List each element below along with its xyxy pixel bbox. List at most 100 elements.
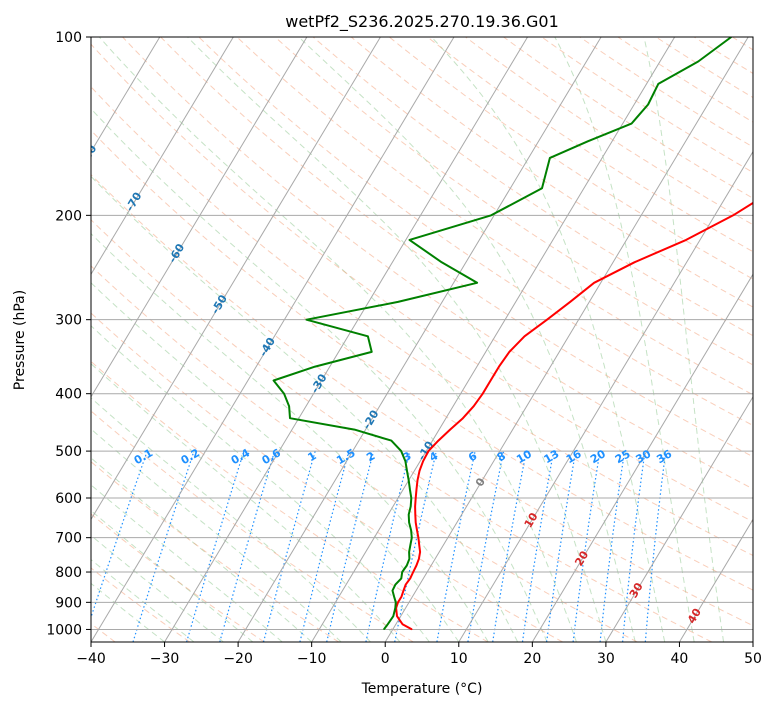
dry-adiabat: [731, 37, 753, 51]
mixing-ratio-label: 25: [613, 447, 633, 466]
dry-adiabat: [503, 37, 753, 199]
dewpoint-point: [392, 615, 394, 617]
moist-adiabat: [91, 325, 430, 642]
dewpoint-point: [289, 417, 291, 419]
x-tick-label: 40: [671, 651, 689, 667]
temperature-point: [409, 577, 411, 580]
y-tick-label: 300: [55, 313, 82, 329]
dry-adiabat: [617, 37, 753, 123]
isotherm-label: -20: [360, 408, 382, 432]
temperature-point: [419, 551, 421, 553]
isotherm-line: [0, 37, 13, 642]
plot-area: -100-90-80-70-60-50-40-30-20-10010203040…: [0, 37, 753, 642]
dewpoint-point: [697, 60, 699, 63]
mixing-ratio-line: [467, 450, 505, 642]
isotherm-label: 0: [473, 475, 488, 489]
dewpoint-point: [549, 157, 551, 159]
moist-adiabat: [91, 175, 519, 642]
dewpoint-point: [395, 601, 397, 603]
dewpoint-point: [367, 335, 369, 337]
y-axis-title: Pressure (hPa): [12, 290, 28, 390]
mixing-ratio-line: [262, 450, 316, 642]
temperature-point: [569, 301, 571, 303]
moist-adiabat: [430, 37, 666, 642]
dewpoint-point: [383, 628, 385, 631]
moist-adiabat: [91, 108, 548, 642]
moist-adiabat: [298, 37, 636, 642]
mixing-ratio-line: [572, 451, 601, 642]
isotherm-line: [91, 37, 381, 521]
dry-adiabat: [91, 461, 340, 642]
dewpoint-point: [371, 351, 373, 353]
mixing-ratio-label: 36: [654, 447, 674, 466]
dewpoint-point: [490, 214, 492, 216]
temperature-point: [412, 571, 414, 573]
y-tick-label: 500: [55, 444, 82, 460]
moist-adiabat: [554, 37, 695, 642]
isotherm-label: -100: [0, 46, 10, 77]
temperature-point: [411, 628, 413, 631]
y-tick-label: 800: [55, 565, 82, 581]
dry-adiabat: [91, 219, 713, 642]
sounding-traces: [272, 37, 753, 631]
y-tick-label: 100: [55, 30, 82, 46]
temperature-point: [397, 601, 399, 603]
moist-adiabat: [91, 282, 460, 642]
temperature-point: [449, 429, 451, 431]
mixing-ratio-label: 30: [633, 447, 653, 466]
dry-adiabat: [274, 37, 753, 366]
mixing-ratio-line: [546, 450, 577, 642]
y-axis: 100 200 300 400 500 600 700 800 900 1000: [46, 30, 91, 638]
mixing-ratio-label: 10: [514, 447, 534, 466]
dry-adiabat: [91, 360, 489, 642]
dewpoint-point: [397, 301, 399, 303]
mixing-ratio-line: [132, 450, 195, 642]
dry-adiabat: [465, 37, 753, 226]
temperature-point: [427, 450, 429, 452]
isotherm-line: [91, 37, 161, 153]
mixing-ratio-line: [622, 451, 646, 642]
moist-adiabat: [643, 37, 725, 642]
mixing-ratio-line: [436, 450, 476, 642]
dewpoint-point: [411, 537, 413, 539]
isotherm-label: -80: [78, 142, 100, 166]
mixing-ratio-label: 0.2: [179, 446, 202, 467]
moist-adiabat: [91, 232, 489, 642]
dewpoint-point: [390, 440, 392, 442]
dry-adiabat: [91, 43, 753, 523]
temperature-trace: [395, 201, 753, 631]
isotherm-line: [91, 37, 308, 398]
isotherm-label: 40: [685, 606, 704, 626]
dewpoint-point: [409, 544, 411, 546]
dry-adiabat: [160, 37, 753, 458]
dry-adiabat-lines: [91, 37, 753, 642]
dewpoint-point: [630, 123, 633, 125]
x-tick-label: 50: [744, 651, 762, 667]
temperature-point: [415, 497, 417, 499]
isotherm-line: [384, 37, 749, 642]
temperature-point: [418, 470, 421, 472]
plot-frame: [90, 36, 754, 643]
x-tick-label: −20: [223, 651, 253, 667]
temperature-point: [401, 623, 404, 625]
isotherm-line: [458, 150, 753, 642]
dewpoint-point: [391, 590, 394, 592]
temperature-point: [523, 335, 526, 337]
mixing-ratio-label: 0.4: [229, 446, 253, 467]
x-tick-label: 0: [381, 651, 390, 667]
y-tick-label: 1000: [46, 622, 82, 638]
dewpoint-point: [387, 623, 389, 625]
isotherm-label: 30: [627, 580, 646, 600]
isotherm-line: [531, 273, 753, 642]
dewpoint-point: [587, 140, 589, 142]
mixing-ratio-line: [186, 450, 245, 642]
dewpoint-point: [408, 551, 410, 553]
temperature-point: [396, 615, 398, 617]
dewpoint-point: [401, 571, 403, 573]
isotherm-line: [752, 641, 753, 642]
dewpoint-point: [353, 429, 356, 431]
mixing-ratio-line: [299, 450, 350, 642]
isotherm-line: [164, 37, 528, 642]
moist-adiabat: [98, 37, 577, 642]
